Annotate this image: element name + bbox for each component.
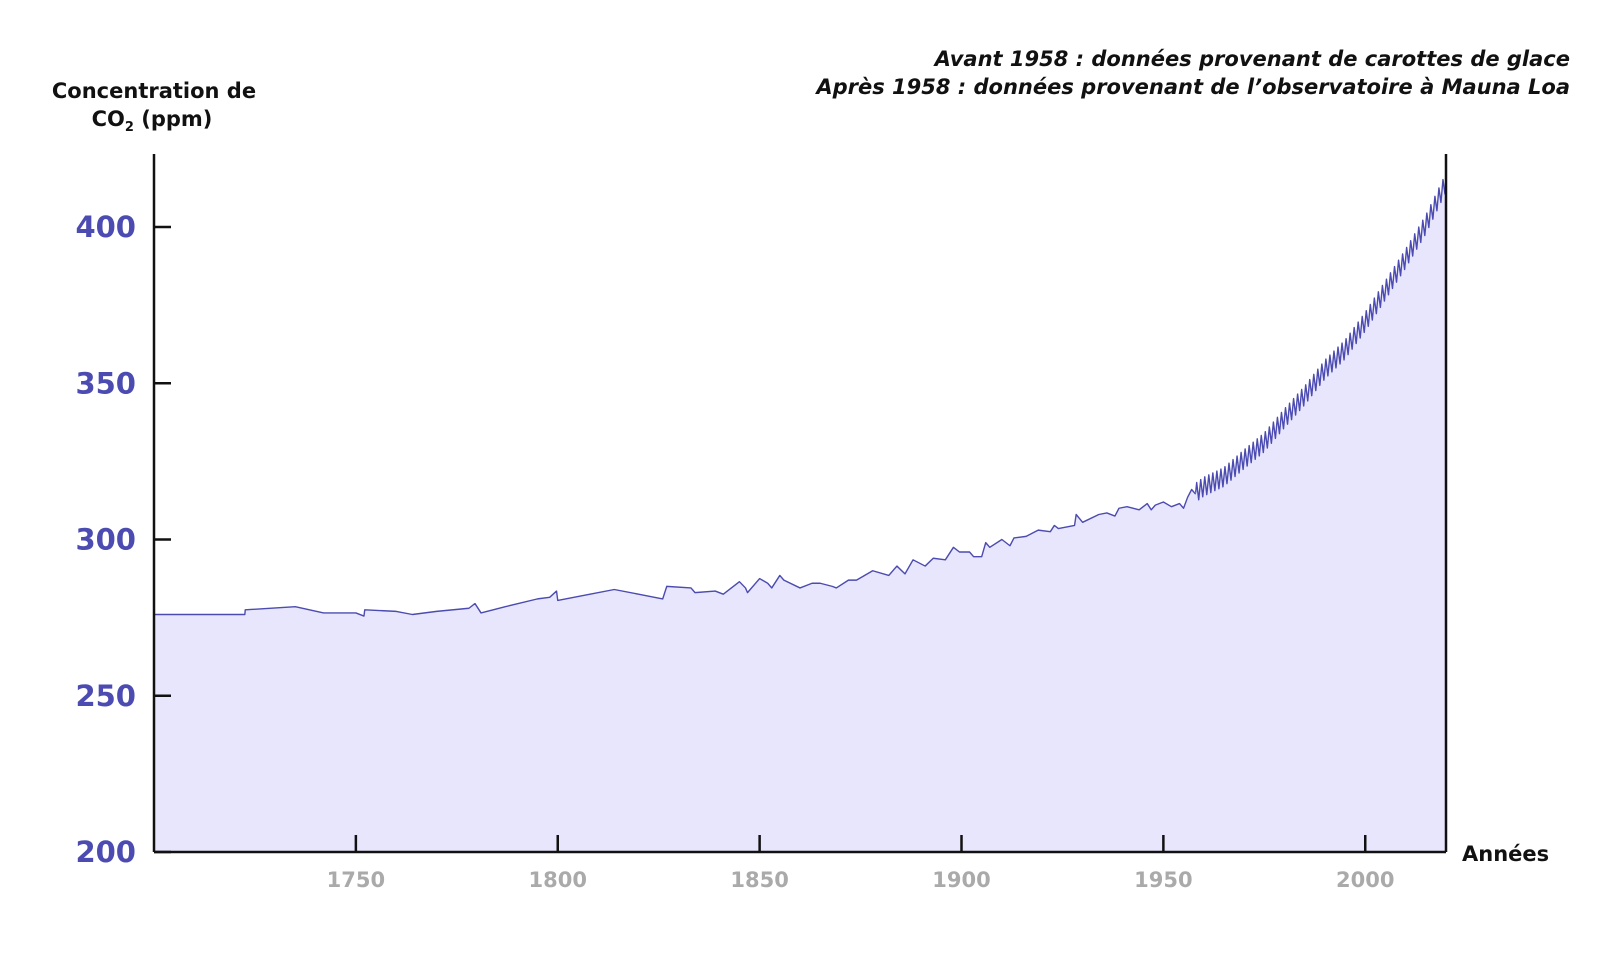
y-axis-label-line1: Concentration de bbox=[52, 79, 256, 103]
co2-area-fill bbox=[154, 179, 1446, 852]
y-tick-label: 400 bbox=[75, 210, 136, 244]
x-ticks: 1750 1800 1850 1900 1950 2000 bbox=[327, 835, 1394, 892]
x-tick-label: 2000 bbox=[1336, 868, 1394, 892]
x-tick-label: 1750 bbox=[327, 868, 385, 892]
x-tick-label: 1950 bbox=[1134, 868, 1192, 892]
y-axis-label-unit: (ppm) bbox=[134, 107, 212, 131]
x-tick-label: 1850 bbox=[730, 868, 788, 892]
annotation-ice-cores: Avant 1958 : données provenant de carott… bbox=[933, 47, 1570, 71]
co2-mauna-loa-line bbox=[1194, 178, 1447, 501]
y-tick-label: 200 bbox=[75, 835, 136, 869]
co2-ice-core-line bbox=[154, 488, 1197, 617]
x-tick-label: 1900 bbox=[932, 868, 990, 892]
y-axis-label-subscript: 2 bbox=[125, 120, 134, 135]
plot-area bbox=[154, 178, 1447, 852]
y-tick-label: 350 bbox=[75, 366, 136, 400]
annotation-mauna-loa: Après 1958 : données provenant de l’obse… bbox=[814, 75, 1570, 99]
y-axis-label-line2: CO2 (ppm) bbox=[92, 107, 213, 135]
x-tick-label: 1800 bbox=[529, 868, 587, 892]
x-axis-label: Années bbox=[1462, 842, 1549, 866]
y-axis-label-co: CO bbox=[92, 107, 125, 131]
y-tick-label: 300 bbox=[75, 523, 136, 557]
y-tick-label: 250 bbox=[75, 679, 136, 713]
y-ticks: 200 250 300 350 400 bbox=[75, 210, 171, 869]
